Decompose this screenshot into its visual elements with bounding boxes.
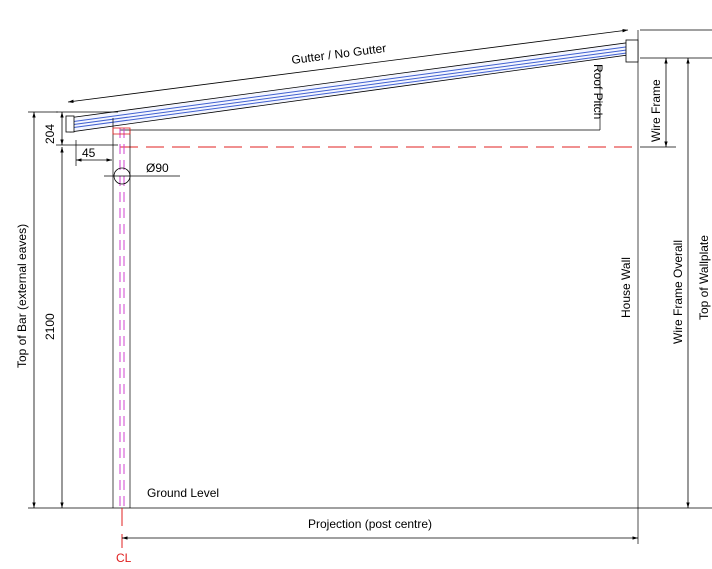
wire-frame-label: Wire Frame [649,79,663,142]
diameter-label: Ø90 [146,161,169,175]
ground-level-label: Ground Level [147,486,219,500]
post [112,118,131,508]
house-wall-label: House Wall [619,257,633,318]
gutter-dimension [67,29,629,103]
roof-pitch-label: Roof Pitch [591,64,605,119]
bar-depth-label: 204 [43,124,57,144]
gutter-end [65,115,75,133]
post-height-label: 2100 [43,313,57,340]
wallplate-cap [625,39,639,63]
projection-label: Projection (post centre) [308,517,432,531]
wire-frame-overall-label: Wire Frame Overall [671,240,685,344]
offset-label: 45 [82,146,96,160]
top-of-wallplate-label: Top of Wallplate [697,235,711,320]
top-of-bar-label: Top of Bar (external eaves) [15,224,29,368]
centreline-symbol: CL [116,551,132,565]
